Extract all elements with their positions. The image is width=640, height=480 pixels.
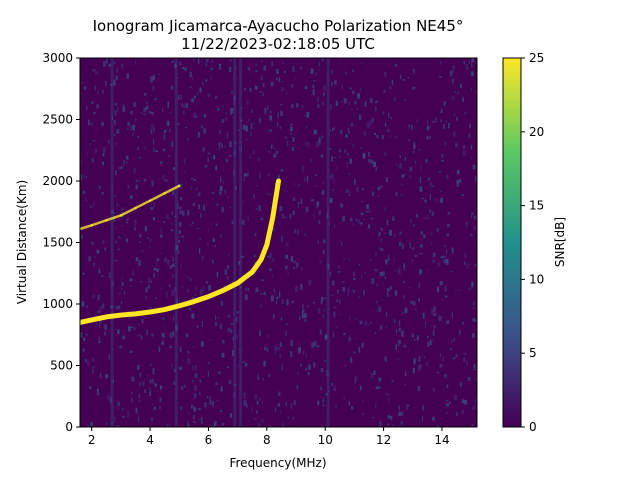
x-tick-label: 4 xyxy=(146,433,154,447)
chart-title: Ionogram Jicamarca-Ayacucho Polarization… xyxy=(92,17,464,35)
trace-point xyxy=(118,313,123,318)
trace-point xyxy=(177,303,182,308)
noise-texture xyxy=(80,58,477,427)
x-tick-label: 10 xyxy=(318,433,333,447)
trace-point xyxy=(178,184,181,188)
y-tick-label: 2500 xyxy=(42,113,73,127)
x-axis: 2 4 6 8 10 12 14 xyxy=(88,427,450,447)
y-tick-label: 500 xyxy=(50,359,73,373)
y-axis-label: Virtual Distance(Km) xyxy=(15,180,29,304)
y-tick-label: 2000 xyxy=(42,174,73,188)
trace-point xyxy=(206,294,211,299)
plot-area xyxy=(80,58,477,427)
trace-point xyxy=(162,307,167,312)
trace-point xyxy=(258,257,263,262)
trace-point xyxy=(148,199,152,202)
trace-point xyxy=(221,288,226,293)
x-tick-label: 14 xyxy=(434,433,449,447)
x-axis-label: Frequency(MHz) xyxy=(229,456,326,470)
y-tick-label: 1000 xyxy=(42,297,73,311)
trace-point xyxy=(119,214,123,217)
trace-point xyxy=(133,311,138,316)
trace-point xyxy=(250,270,255,275)
x-tick-label: 8 xyxy=(263,433,271,447)
y-axis: 0 500 1000 1500 2000 2500 3000 xyxy=(42,51,80,434)
chart-subtitle: 11/22/2023-02:18:05 UTC xyxy=(181,35,375,53)
trace-point xyxy=(235,281,240,286)
colorbar-tick-label: 20 xyxy=(529,125,544,139)
trace-point xyxy=(89,317,94,322)
x-tick-label: 2 xyxy=(88,433,96,447)
colorbar-tick-label: 15 xyxy=(529,199,544,213)
trace-point xyxy=(134,206,137,210)
colorbar-label: SNR[dB] xyxy=(553,217,567,267)
trace-point xyxy=(90,224,93,227)
trace-point xyxy=(270,215,275,220)
trace-point xyxy=(191,299,196,304)
colorbar-tick-label: 25 xyxy=(529,51,544,65)
colorbar-ticks: 0 5 10 15 20 25 xyxy=(521,51,544,434)
trace-series-2 xyxy=(80,184,181,231)
x-tick-label: 12 xyxy=(376,433,391,447)
trace-point xyxy=(264,242,269,247)
trace-point xyxy=(276,179,281,183)
colorbar-tick-label: 5 xyxy=(529,346,537,360)
colorbar-tick-label: 10 xyxy=(529,272,544,286)
colorbar xyxy=(502,57,522,428)
y-tick-label: 0 xyxy=(65,420,73,434)
x-tick-label: 6 xyxy=(205,433,213,447)
heatmap-background xyxy=(80,58,477,427)
y-tick-label: 1500 xyxy=(42,236,73,250)
trace-point xyxy=(105,219,108,222)
y-tick-label: 3000 xyxy=(42,51,73,65)
colorbar-tick-label: 0 xyxy=(529,420,537,434)
trace-point xyxy=(163,192,166,195)
trace-point xyxy=(148,309,153,314)
trace-point xyxy=(104,314,109,319)
